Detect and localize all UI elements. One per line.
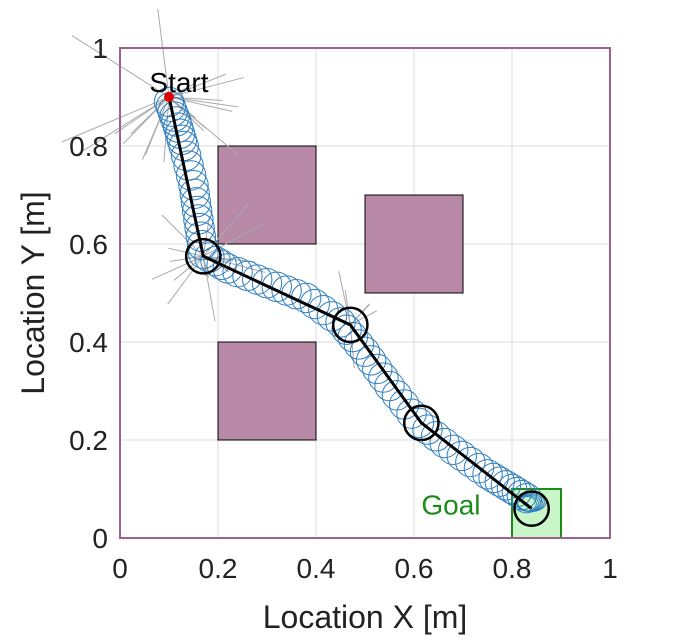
sampled-path: [203, 255, 266, 273]
sampled-path: [168, 96, 205, 132]
x-tick-label: 0.8: [493, 553, 532, 584]
waypoint-circle: [184, 237, 222, 275]
uncertainty-circle: [396, 398, 427, 429]
waypoint-circle: [402, 404, 440, 442]
y-tick-label: 0: [92, 523, 108, 554]
uncertainty-circle: [496, 473, 528, 505]
annotation-layer: Start Goal: [149, 67, 480, 520]
sampled-path: [61, 96, 170, 143]
uncertainty-circle: [362, 353, 393, 385]
y-tick-label: 0.2: [69, 425, 108, 456]
path-layer: [164, 92, 550, 528]
sampled-path: [168, 96, 233, 112]
goal-label: Goal: [421, 489, 480, 520]
x-tick-label: 0.4: [297, 553, 336, 584]
uncertainty-circle: [355, 345, 387, 376]
uncertainty-circle: [251, 268, 283, 299]
obstacle: [217, 341, 317, 441]
uncertainty-circle: [429, 427, 460, 459]
start-marker: [164, 92, 174, 102]
uncertainty-circle: [178, 170, 209, 201]
x-tick-label: 0.6: [395, 553, 434, 584]
uncertainty-circle: [206, 249, 237, 281]
waypoint-circle: [513, 490, 550, 528]
sampled-path: [202, 256, 216, 322]
x-axis-label: Location X [m]: [263, 599, 468, 635]
uncertainty-circle: [438, 434, 469, 465]
obstacle-layer: [217, 145, 464, 441]
y-tick-labels: 0 0.2 0.4 0.6 0.8 1: [69, 33, 108, 554]
uncertainty-circle: [349, 336, 381, 367]
x-tick-labels: 0 0.2 0.4 0.6 0.8 1: [112, 553, 618, 584]
uncertainty-circles-layer: [153, 86, 547, 514]
x-tick-label: 0.2: [199, 553, 238, 584]
sampled-path: [187, 255, 204, 259]
uncertainty-circle: [516, 495, 537, 512]
y-tick-label: 0.8: [69, 131, 108, 162]
uncertainty-circle: [175, 160, 207, 191]
sampled-path: [141, 96, 170, 160]
plot-frame: [119, 47, 611, 539]
uncertainty-circle: [173, 150, 204, 181]
sampled-path: [168, 73, 226, 98]
sampled-path: [168, 96, 239, 155]
uncertainty-circle: [455, 446, 486, 478]
uncertainty-circle: [446, 440, 477, 472]
sampled-paths-layer: [61, 8, 378, 369]
sampled-path: [167, 255, 204, 305]
start-label: Start: [149, 67, 208, 98]
sampled-path: [157, 8, 170, 98]
obstacle: [217, 145, 317, 245]
uncertainty-circle: [374, 370, 405, 402]
obstacle: [364, 194, 464, 294]
uncertainty-circle: [308, 294, 339, 326]
x-tick-label: 1: [602, 553, 618, 584]
uncertainty-circle: [159, 101, 190, 132]
sampled-path: [130, 96, 170, 135]
y-tick-label: 0.4: [69, 327, 108, 358]
y-tick-label: 0.6: [69, 229, 108, 260]
uncertainty-circle: [412, 414, 443, 445]
uncertainty-circle: [420, 421, 452, 452]
waypoint-circle: [331, 306, 369, 344]
uncertainty-circle: [368, 362, 399, 393]
sampled-path: [75, 96, 170, 156]
sampled-path: [338, 271, 351, 325]
sampled-path: [173, 255, 204, 281]
sampled-path: [203, 224, 262, 257]
sampled-path: [161, 214, 204, 257]
sampled-path: [114, 96, 170, 135]
uncertainty-circle: [299, 288, 330, 320]
uncertainty-circle: [343, 329, 375, 360]
sampled-path: [349, 303, 370, 326]
y-tick-label: 1: [92, 33, 108, 64]
uncertainty-circle: [179, 178, 210, 209]
sampled-path: [168, 96, 239, 108]
uncertainty-circle: [242, 264, 273, 295]
x-tick-label: 0: [112, 553, 128, 584]
path-line: [167, 96, 533, 510]
y-axis-label: Location Y [m]: [15, 191, 51, 394]
sampled-path: [202, 216, 211, 257]
